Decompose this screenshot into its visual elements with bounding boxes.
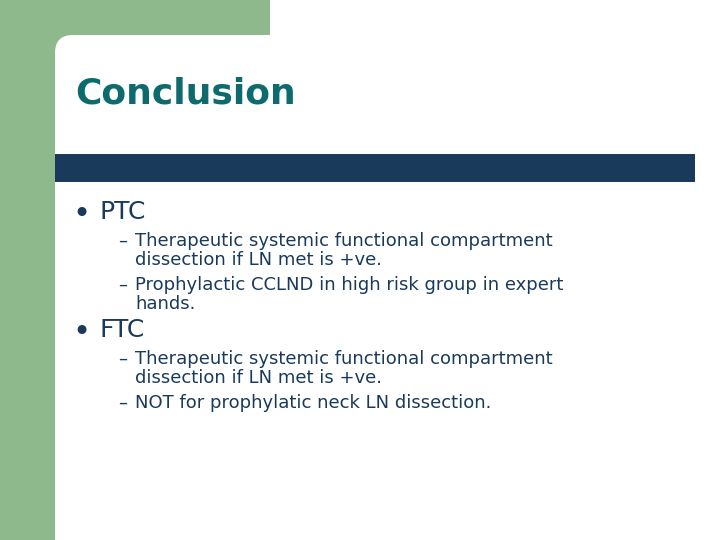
Text: Conclusion: Conclusion: [75, 76, 296, 110]
Text: Therapeutic systemic functional compartment: Therapeutic systemic functional compartm…: [135, 232, 553, 250]
Text: PTC: PTC: [100, 200, 146, 224]
Text: –: –: [118, 350, 127, 368]
Bar: [0, 0, 270, 160]
FancyBboxPatch shape: [55, 35, 710, 530]
Text: –: –: [118, 276, 127, 294]
Text: –: –: [118, 232, 127, 250]
Text: dissection if LN met is +ve.: dissection if LN met is +ve.: [135, 251, 382, 269]
Text: •: •: [72, 200, 90, 229]
Text: •: •: [72, 318, 90, 347]
Text: hands.: hands.: [135, 295, 195, 313]
Bar: [55, 154, 695, 182]
Text: dissection if LN met is +ve.: dissection if LN met is +ve.: [135, 369, 382, 387]
Bar: [0, 0, 55, 540]
Text: –: –: [118, 394, 127, 412]
Text: Therapeutic systemic functional compartment: Therapeutic systemic functional compartm…: [135, 350, 553, 368]
Text: Prophylactic CCLND in high risk group in expert: Prophylactic CCLND in high risk group in…: [135, 276, 563, 294]
Text: FTC: FTC: [100, 318, 145, 342]
Text: NOT for prophylatic neck LN dissection.: NOT for prophylatic neck LN dissection.: [135, 394, 491, 412]
